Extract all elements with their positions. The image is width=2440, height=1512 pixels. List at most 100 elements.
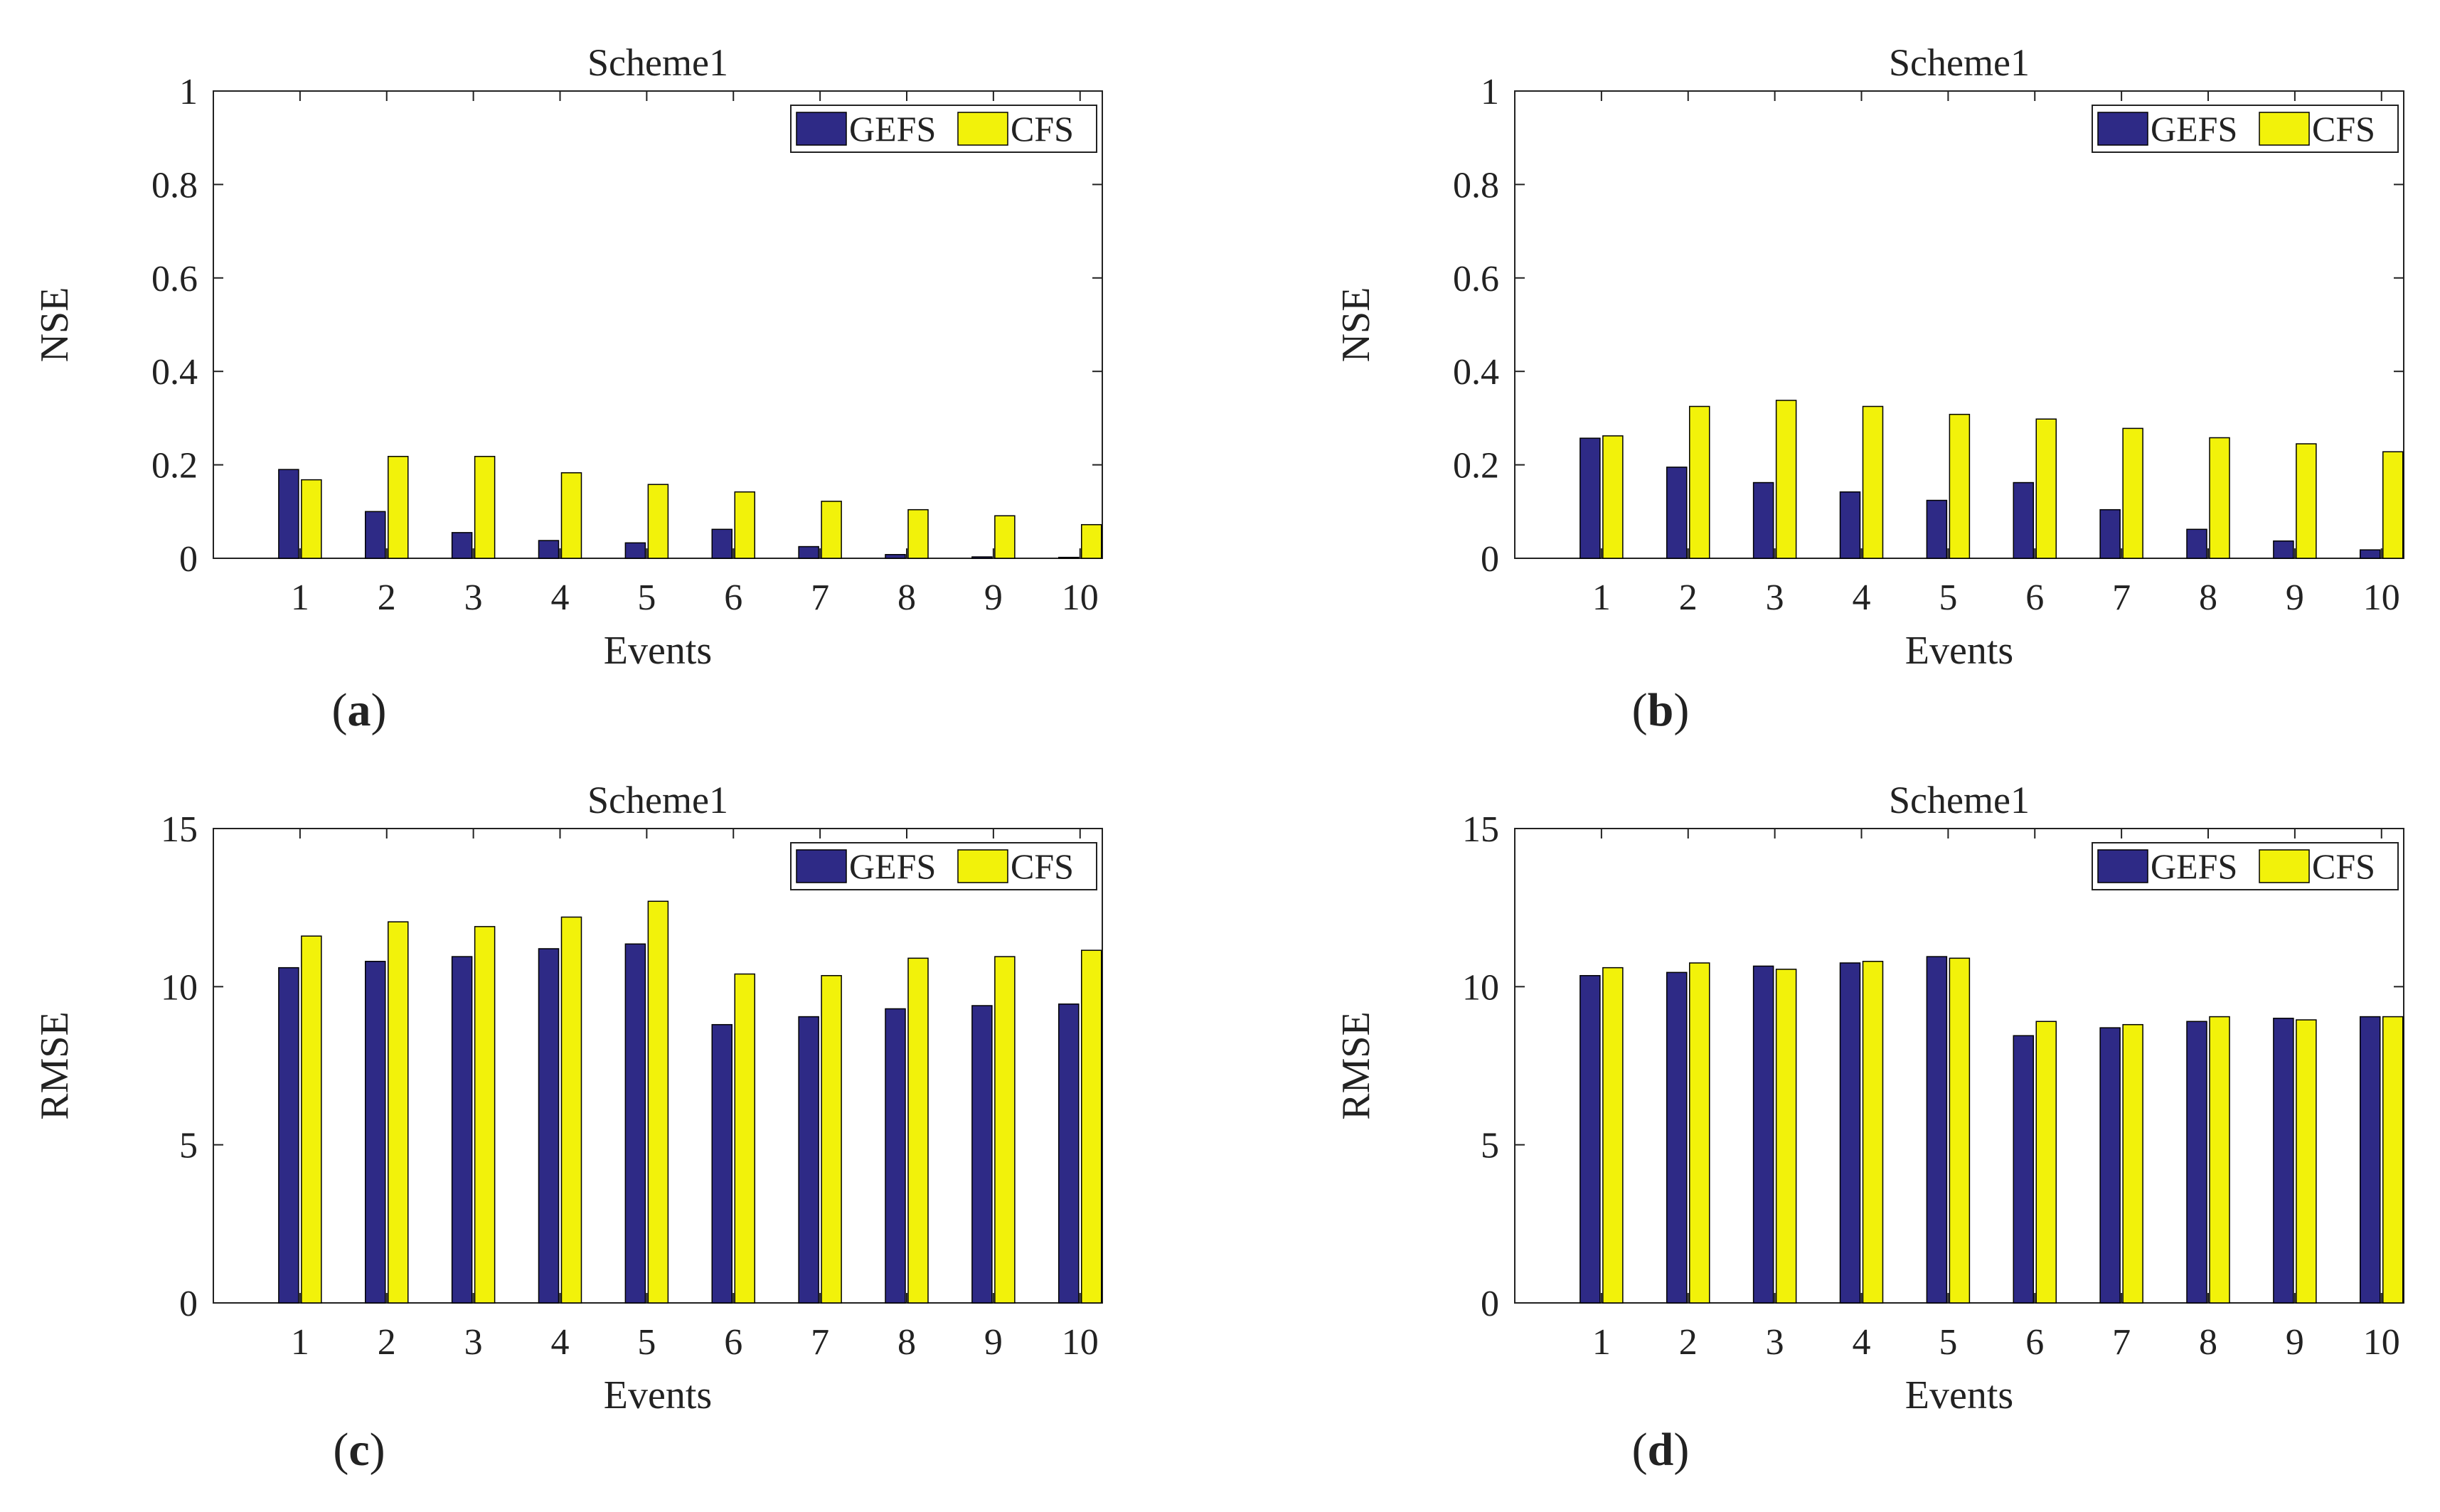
x-tick-label: 3 (464, 1322, 483, 1363)
legend-label-gefs: GEFS (2151, 109, 2237, 149)
x-tick-label: 9 (2286, 577, 2304, 618)
y-axis-label: NSE (33, 287, 77, 363)
chart-title: Scheme1 (1889, 779, 2030, 821)
bar-gefs-event-1 (278, 967, 299, 1304)
panel-label-letter: d (1648, 1424, 1674, 1476)
x-axis-label: Events (1905, 1373, 2013, 1417)
x-tick-label: 9 (984, 577, 1003, 618)
y-tick-label: 0 (179, 539, 198, 580)
x-tick-label: 6 (2025, 1322, 2044, 1363)
bar-cfs-event-2 (388, 456, 409, 559)
bar-gefs-event-3 (451, 532, 473, 559)
bar-gefs-event-2 (1666, 467, 1688, 559)
panel-label-letter: c (348, 1424, 369, 1476)
bar-cfs-event-6 (734, 973, 755, 1304)
x-tick-label: 1 (291, 577, 309, 618)
bar-gefs-event-5 (1926, 499, 1948, 559)
x-tick-label: 6 (2025, 577, 2044, 618)
bar-gefs-event-8 (2186, 1021, 2207, 1304)
bar-gefs-event-2 (365, 961, 386, 1304)
panel-label-letter: a (348, 684, 371, 736)
y-tick-label: 15 (161, 809, 198, 850)
bar-cfs-event-2 (1689, 405, 1710, 559)
chart-panel-a: Scheme1 0 0.2 0.4 0.6 0.8 1 NSE 1 2 3 4 5 6 7 8 9 10 Event… (33, 41, 1103, 673)
x-tick-label: 1 (1592, 577, 1611, 618)
x-tick-label: 2 (378, 1322, 396, 1363)
y-tick-label: 0 (1481, 539, 1499, 580)
x-tick-label: 4 (1853, 577, 1871, 618)
x-tick-label: 4 (551, 1322, 570, 1363)
x-tick-label: 9 (2286, 1322, 2304, 1363)
legend: GEFS CFS (2092, 842, 2399, 890)
y-tick-label: 0.4 (1453, 352, 1499, 393)
y-tick-label: 0.8 (1453, 165, 1499, 206)
x-tick-label: 9 (984, 1322, 1003, 1363)
y-tick-label: 5 (1481, 1126, 1499, 1166)
bar-gefs-event-3 (1752, 481, 1774, 559)
bar-cfs-event-7 (821, 975, 842, 1304)
x-tick-label: 6 (724, 577, 742, 618)
legend-label-cfs: CFS (1011, 846, 1074, 886)
x-tick-label: 10 (2363, 1322, 2400, 1363)
bar-gefs-event-1 (278, 469, 299, 559)
x-tick-label: 7 (2112, 1322, 2131, 1363)
bar-gefs-event-6 (711, 1023, 732, 1304)
y-tick-label: 0 (1481, 1284, 1499, 1324)
y-axis-label: NSE (1334, 287, 1378, 363)
x-tick-label: 5 (1939, 1322, 1957, 1363)
bar-cfs-event-9 (2296, 1019, 2317, 1304)
bar-gefs-event-9 (971, 1005, 993, 1304)
bar-cfs-event-3 (1775, 400, 1797, 559)
bar-gefs-event-1 (1579, 975, 1601, 1304)
legend-label-cfs: CFS (2312, 109, 2375, 149)
x-tick-label: 1 (1592, 1322, 1611, 1363)
x-tick-label: 8 (2199, 577, 2217, 618)
y-tick-label: 0.4 (151, 352, 198, 393)
bar-gefs-event-10 (2360, 549, 2381, 559)
y-tick-label: 10 (1462, 967, 1499, 1008)
bar-cfs-event-1 (301, 479, 322, 559)
bar-cfs-event-6 (2035, 1021, 2057, 1304)
legend-label-cfs: CFS (1011, 109, 1074, 149)
panel-label-c: (c) (333, 1424, 385, 1476)
bar-gefs-event-3 (451, 956, 473, 1304)
legend: GEFS CFS (2092, 105, 2399, 153)
bar-cfs-event-4 (560, 472, 582, 559)
bar-gefs-event-10 (1058, 1003, 1080, 1304)
bar-gefs-event-8 (885, 1008, 906, 1304)
panel-label-d: (d) (1632, 1424, 1690, 1476)
bar-cfs-event-4 (1862, 405, 1884, 559)
legend-label-gefs: GEFS (2151, 846, 2237, 886)
x-axis-label: Events (604, 1373, 712, 1417)
x-tick-label: 4 (551, 577, 570, 618)
bar-cfs-event-5 (1949, 957, 1971, 1304)
bar-cfs-event-5 (647, 484, 669, 559)
panel-label-a: (a) (332, 684, 387, 736)
legend-swatch-cfs (957, 112, 1008, 146)
bar-gefs-event-6 (2013, 1035, 2034, 1304)
y-tick-label: 0.8 (151, 165, 198, 206)
chart-title: Scheme1 (587, 779, 728, 821)
bar-cfs-event-2 (1689, 962, 1710, 1304)
bar-gefs-event-5 (624, 542, 646, 559)
x-tick-label: 5 (637, 1322, 656, 1363)
x-tick-label: 3 (1766, 1322, 1784, 1363)
legend: GEFS CFS (790, 105, 1097, 153)
x-tick-label: 8 (897, 1322, 916, 1363)
bar-gefs-event-4 (538, 948, 560, 1304)
bar-gefs-event-7 (2099, 1027, 2121, 1304)
bar-gefs-event-2 (1666, 971, 1688, 1304)
panel-label-b: (b) (1632, 684, 1690, 736)
bar-gefs-event-4 (538, 540, 560, 559)
y-tick-label: 10 (161, 967, 198, 1008)
bar-cfs-event-1 (1602, 967, 1624, 1304)
x-tick-label: 7 (811, 577, 829, 618)
y-axis-label: RMSE (1334, 1011, 1378, 1120)
bar-gefs-event-8 (885, 553, 906, 559)
legend-swatch-gefs (796, 849, 847, 883)
bar-cfs-event-8 (907, 957, 929, 1304)
legend-label-gefs: GEFS (849, 846, 936, 886)
bar-cfs-event-4 (1862, 961, 1884, 1304)
bar-gefs-event-4 (1839, 491, 1861, 559)
chart-title: Scheme1 (1889, 41, 2030, 84)
